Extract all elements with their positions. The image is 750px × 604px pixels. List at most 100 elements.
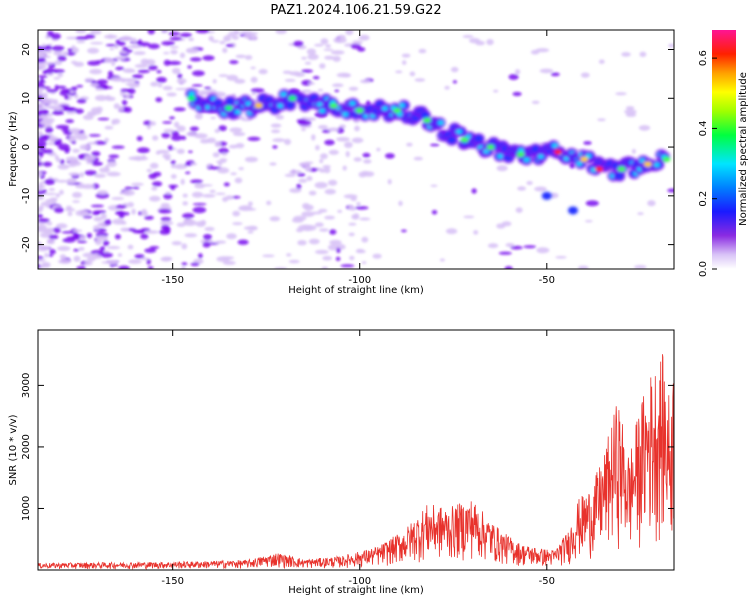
speckle: [185, 132, 197, 136]
ridge-blob: [541, 191, 552, 200]
spectrogram-y-tick-label: -10: [21, 188, 32, 204]
ridge-peak: [393, 107, 402, 114]
speckle: [194, 183, 206, 189]
ridge-blob: [551, 143, 558, 148]
speckle: [56, 158, 61, 163]
snr-x-label: Height of straight line (km): [288, 585, 424, 596]
speckle: [55, 223, 68, 229]
speckle: [45, 126, 54, 134]
speckle: [149, 121, 157, 126]
speckle: [95, 239, 102, 246]
speckle: [117, 253, 122, 257]
speckle: [350, 197, 357, 202]
speckle: [48, 234, 59, 240]
speckle: [62, 237, 76, 243]
speckle: [100, 213, 107, 220]
speckle: [66, 36, 79, 40]
speckle: [358, 171, 367, 178]
speckle: [71, 141, 77, 144]
speckle: [195, 30, 210, 34]
speckle: [203, 233, 212, 241]
speckle: [127, 244, 134, 250]
speckle: [102, 240, 110, 247]
speckle: [160, 203, 170, 208]
spectrogram-x-tick-label: -150: [161, 275, 184, 286]
speckle: [95, 88, 105, 91]
speckle: [314, 182, 328, 189]
spectrogram-y-tick-label: 0: [21, 144, 32, 150]
speckle: [127, 202, 134, 208]
speckle: [345, 151, 350, 158]
speckle: [184, 233, 198, 238]
speckle: [190, 179, 203, 184]
ridge-blob: [567, 206, 578, 215]
speckle: [75, 30, 87, 34]
speckle: [97, 222, 102, 227]
speckle: [314, 249, 329, 255]
speckle: [79, 144, 91, 150]
speckle: [444, 85, 450, 90]
speckle: [38, 45, 45, 52]
snr-y-ticks: 1000 2000 3000: [21, 373, 674, 521]
speckle: [79, 236, 87, 240]
speckle: [120, 35, 132, 42]
speckle: [112, 118, 121, 125]
speckle: [146, 258, 151, 265]
speckle: [45, 55, 51, 59]
speckle: [223, 182, 230, 187]
speckle: [223, 35, 232, 42]
snr-y-tick-label: 2000: [21, 434, 32, 459]
speckle: [76, 266, 86, 269]
speckle: [311, 134, 316, 141]
speckle: [286, 253, 292, 257]
speckle: [298, 224, 312, 231]
speckle: [131, 208, 136, 215]
spectrogram-x-tick-label: -50: [539, 275, 555, 286]
speckle: [144, 215, 154, 220]
speckle: [182, 193, 188, 198]
speckle: [322, 255, 333, 261]
speckle: [128, 259, 142, 264]
speckle: [321, 266, 329, 269]
speckle: [57, 164, 70, 170]
spectrogram-x-ticks: -150 -100 -50: [161, 30, 555, 286]
speckle: [38, 226, 46, 233]
speckle: [248, 201, 253, 207]
speckle: [329, 239, 342, 245]
speckle: [170, 45, 179, 49]
speckle: [147, 266, 154, 269]
speckle: [111, 145, 125, 149]
speckle: [362, 152, 371, 158]
snr-y-label: SNR (10 * v/v): [8, 414, 19, 485]
speckle: [114, 45, 119, 49]
speckle: [192, 70, 205, 77]
speckle: [82, 114, 94, 120]
speckle: [134, 64, 149, 68]
speckle: [45, 68, 54, 74]
speckle: [146, 124, 151, 130]
speckle: [315, 145, 320, 151]
ridge-peak: [254, 103, 263, 109]
speckle: [38, 151, 45, 155]
speckle: [385, 153, 395, 159]
speckle: [200, 219, 207, 226]
speckle: [170, 160, 176, 165]
speckle: [132, 186, 140, 190]
speckle: [132, 37, 137, 43]
speckle: [38, 63, 47, 70]
speckle: [284, 138, 291, 145]
speckle: [634, 265, 647, 269]
speckle: [301, 128, 306, 132]
speckle: [91, 161, 103, 166]
speckle: [115, 204, 127, 209]
speckle: [156, 76, 167, 83]
speckle: [115, 210, 125, 216]
speckle: [189, 57, 202, 62]
speckle: [191, 84, 203, 87]
speckle: [39, 119, 53, 126]
speckle: [356, 202, 361, 206]
speckle: [65, 52, 76, 56]
speckle: [99, 246, 106, 252]
speckle: [107, 70, 114, 77]
